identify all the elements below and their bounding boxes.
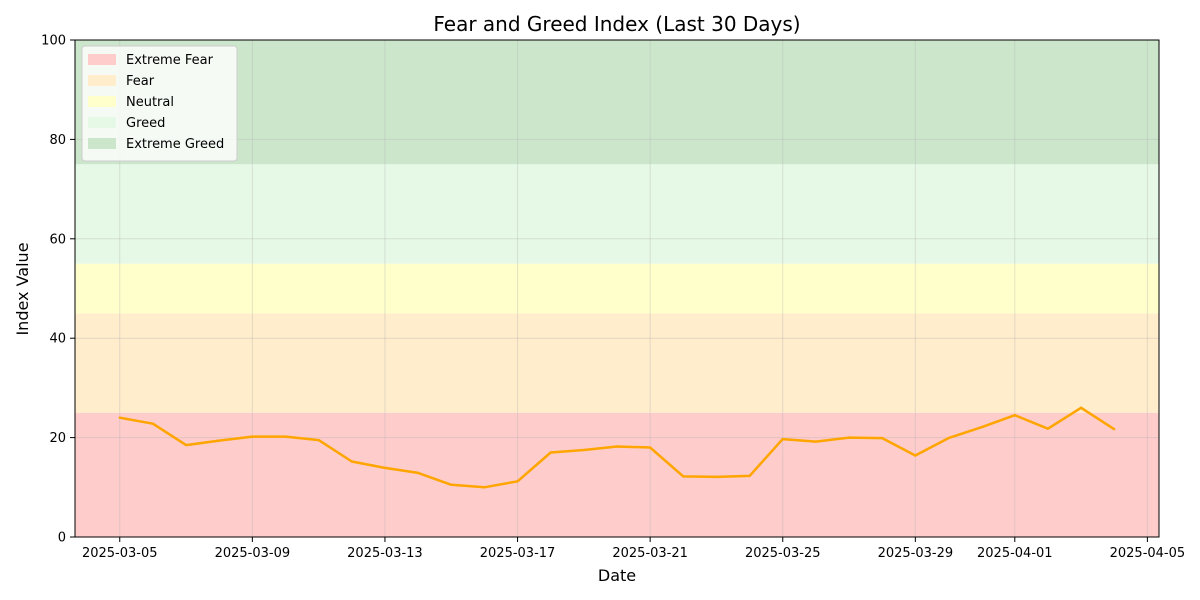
data-point (317, 438, 320, 442)
legend-label: Neutral (126, 95, 174, 110)
y-tick-label: 0 (58, 531, 66, 546)
x-tick-label: 2025-03-21 (612, 546, 688, 561)
legend-swatch (88, 138, 116, 149)
data-point (416, 471, 420, 475)
y-axis-label: Index Value (13, 242, 32, 335)
legend-swatch (88, 117, 116, 128)
x-tick-label: 2025-03-13 (347, 546, 423, 561)
data-point (284, 435, 287, 438)
x-tick-label: 2025-03-09 (215, 546, 291, 561)
data-point (1013, 414, 1016, 417)
data-point (980, 425, 983, 429)
data-point (549, 451, 552, 454)
data-point (814, 440, 818, 443)
band-fear (75, 313, 1159, 413)
legend-swatch (88, 54, 116, 65)
y-tick-label: 40 (49, 332, 66, 347)
legend-label: Greed (126, 116, 165, 131)
y-tick-label: 100 (41, 34, 66, 49)
legend-label: Extreme Fear (126, 53, 214, 68)
band-neutral (75, 263, 1159, 314)
data-point (715, 475, 718, 479)
y-tick-label: 20 (49, 431, 66, 446)
band-extreme-greed (75, 40, 1159, 165)
data-point (218, 439, 221, 442)
legend-swatch (88, 96, 116, 107)
y-tick-label: 80 (49, 133, 66, 148)
sentiment-bands (75, 40, 1159, 537)
data-point (847, 436, 851, 439)
x-axis-label: Date (598, 566, 636, 585)
data-point (615, 445, 619, 448)
data-point (251, 435, 254, 438)
chart-title: Fear and Greed Index (Last 30 Days) (433, 12, 800, 36)
x-tick-label: 2025-04-01 (977, 546, 1053, 561)
data-point (450, 483, 453, 487)
data-point (781, 437, 784, 441)
data-point (947, 436, 950, 440)
data-point (350, 460, 354, 463)
legend-swatch (88, 75, 116, 86)
data-point (151, 422, 155, 425)
series-layer (118, 406, 1116, 489)
data-point (914, 454, 917, 457)
band-extreme-fear (75, 412, 1159, 537)
data-point (1113, 427, 1116, 431)
data-point (118, 416, 121, 419)
legend: Extreme Fear Fear Neutral Greed Extreme Gree… (81, 45, 238, 162)
data-point (1079, 406, 1083, 409)
x-tick-label: 2025-03-05 (82, 546, 158, 561)
data-point (184, 443, 188, 447)
x-tick-label: 2025-03-29 (878, 546, 954, 561)
plot-frame (74, 39, 1160, 538)
data-point (383, 466, 387, 470)
x-tick-label: 2025-03-17 (480, 546, 556, 561)
data-point (582, 448, 586, 452)
data-point (516, 480, 519, 483)
data-point (682, 475, 685, 478)
band-greed (75, 164, 1159, 264)
data-point (1046, 427, 1050, 430)
data-point (483, 486, 486, 489)
y-axis-ticks: 0 20 40 60 80 100 (41, 34, 75, 546)
y-tick-label: 60 (49, 232, 66, 247)
data-point (880, 436, 884, 440)
x-tick-label: 2025-03-25 (745, 546, 821, 561)
legend-label: Extreme Greed (126, 137, 224, 152)
legend-box (81, 45, 238, 162)
data-point (748, 474, 751, 478)
legend-label: Fear (126, 74, 155, 89)
x-tick-label: 2025-04-05 (1110, 546, 1186, 561)
x-axis-ticks: 2025-03-05 2025-03-09 2025-03-13 2025-03-17… (82, 537, 1185, 561)
data-point (648, 446, 652, 449)
